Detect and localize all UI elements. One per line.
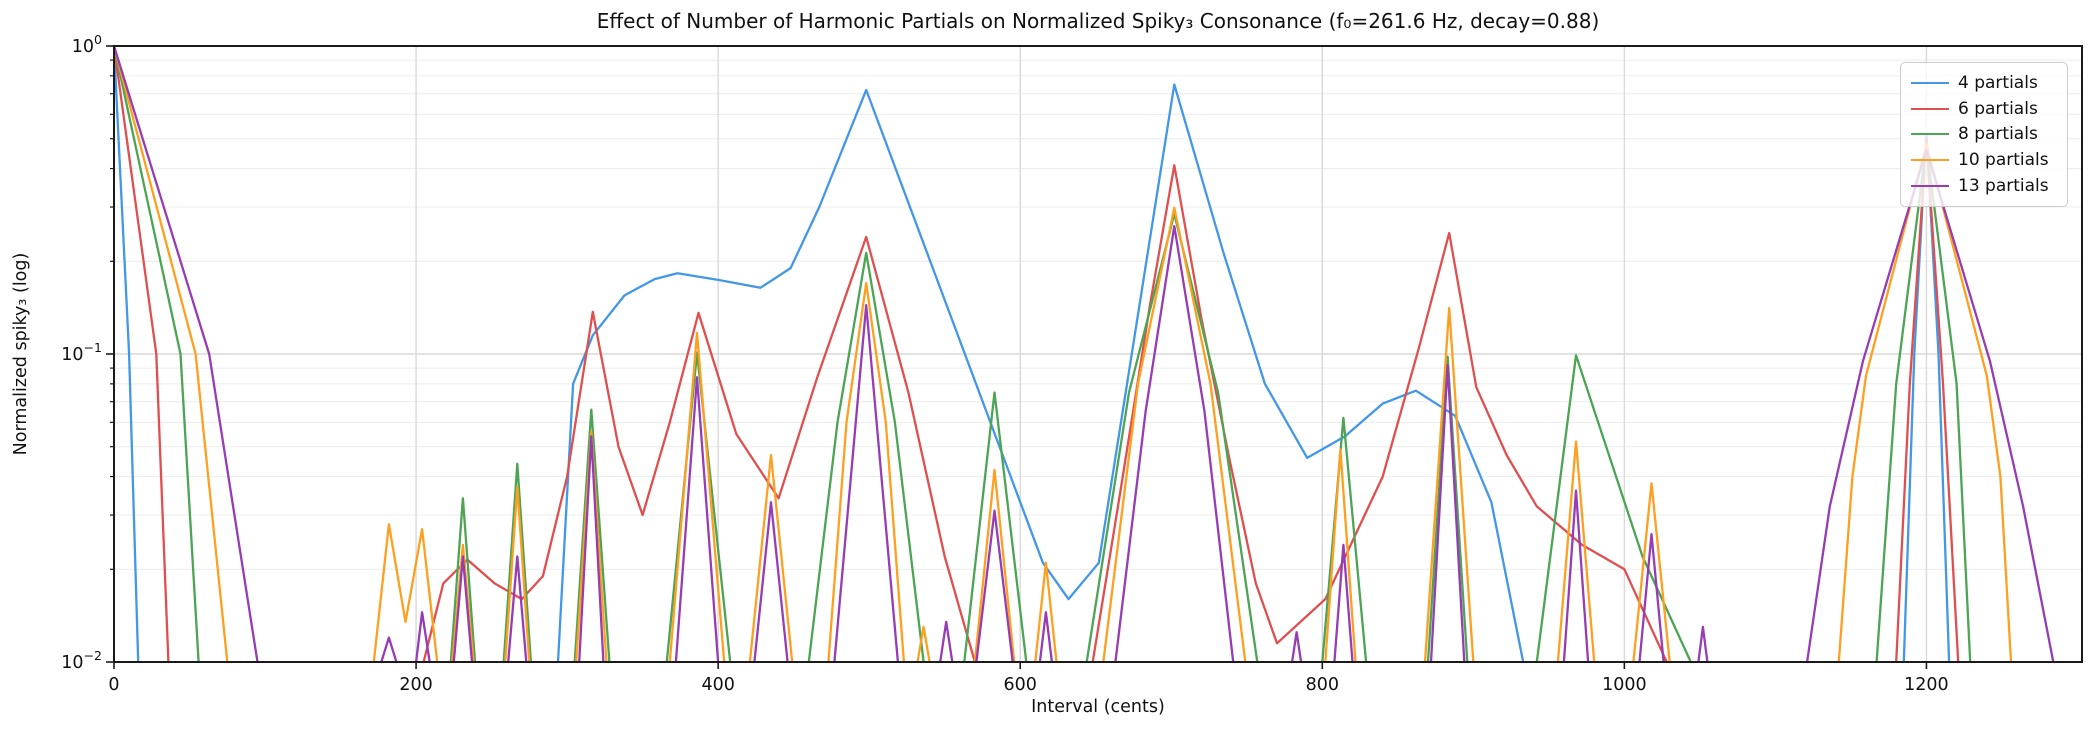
y-tick-label: 100 — [72, 32, 102, 57]
legend-line-swatch — [1911, 159, 1949, 162]
legend-label: 10 partials — [1958, 150, 2049, 171]
x-axis-label: Interval (cents) — [1031, 697, 1165, 717]
y-tick-label: 10−1 — [61, 340, 102, 365]
series-line-8-partials — [112, 44, 1972, 664]
y-axis-label: Normalized spiky₃ (log) — [11, 252, 31, 456]
legend-item-4-partials: 4 partials — [1911, 70, 2057, 96]
legend-item-8-partials: 8 partials — [1911, 122, 2057, 148]
legend-line-swatch — [1911, 185, 1949, 188]
x-tick-label: 800 — [1306, 675, 1339, 695]
chart-title: Effect of Number of Harmonic Partials on… — [596, 9, 1600, 33]
x-tick-label: 1000 — [1602, 675, 1647, 695]
legend-label: 8 partials — [1958, 124, 2038, 145]
x-tick-label: 1200 — [1904, 675, 1949, 695]
legend-line-swatch — [1911, 133, 1949, 136]
series-line-13-partials — [112, 44, 2055, 664]
x-tick-label: 200 — [399, 675, 432, 695]
x-tick-label: 400 — [701, 675, 734, 695]
legend-line-swatch — [1911, 107, 1949, 110]
legend-line-swatch — [1911, 81, 1949, 84]
legend-label: 6 partials — [1958, 98, 2038, 119]
x-tick-label: 600 — [1004, 675, 1037, 695]
series-line-10-partials — [112, 44, 2013, 664]
legend-item-10-partials: 10 partials — [1911, 147, 2057, 173]
legend: 4 partials 6 partials 8 partials 10 partial… — [1900, 62, 2068, 207]
x-tick-label: 0 — [108, 675, 119, 695]
legend-label: 4 partials — [1958, 72, 2038, 93]
legend-item-6-partials: 6 partials — [1911, 96, 2057, 122]
legend-item-13-partials: 13 partials — [1911, 173, 2057, 199]
y-tick-label: 10−2 — [61, 648, 102, 673]
legend-label: 13 partials — [1958, 176, 2049, 197]
series-line-6-partials — [112, 44, 1960, 664]
